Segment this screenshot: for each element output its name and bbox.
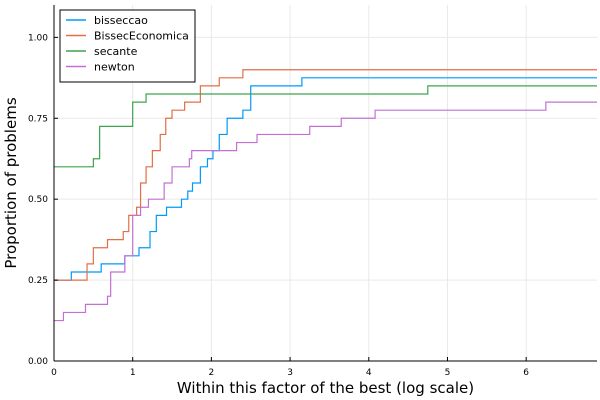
y-axis-label: Proportion of problems: [2, 97, 20, 268]
legend-label-bisseccao: bisseccao: [94, 14, 148, 27]
x-axis-label: Within this factor of the best (log scal…: [177, 379, 474, 397]
x-tick-label: 0: [51, 368, 57, 378]
x-tick-label: 5: [445, 368, 451, 378]
series-line-bissececonomica: [54, 69, 597, 281]
series-line-bisseccao: [54, 77, 597, 281]
series-line-secante: [54, 85, 597, 168]
legend-label-secante: secante: [94, 45, 138, 58]
x-tick-label: 6: [523, 368, 529, 378]
x-tick-label: 4: [366, 368, 372, 378]
axes: [53, 5, 597, 362]
x-tick-label: 2: [209, 368, 215, 378]
legend: bisseccao BissecEconomica secante newton: [59, 9, 196, 83]
series-lines: [54, 69, 597, 322]
legend-label-bissececonomica: BissecEconomica: [94, 30, 189, 43]
y-tick-label: 0.75: [28, 114, 48, 124]
y-tick-label: 0.00: [28, 357, 48, 367]
y-tick-label: 1.00: [28, 33, 48, 43]
series-line-newton: [54, 101, 597, 322]
y-tick-label: 0.50: [28, 195, 48, 205]
legend-label-newton: newton: [94, 61, 135, 74]
legend-box: [59, 9, 196, 83]
x-tick-label: 3: [287, 368, 293, 378]
y-tick-label: 0.25: [28, 276, 48, 286]
tick-labels: 0 1 2 3 4 5 6 0.00 0.25 0.50 0.75 1.00: [28, 33, 529, 378]
x-tick-label: 1: [130, 368, 136, 378]
